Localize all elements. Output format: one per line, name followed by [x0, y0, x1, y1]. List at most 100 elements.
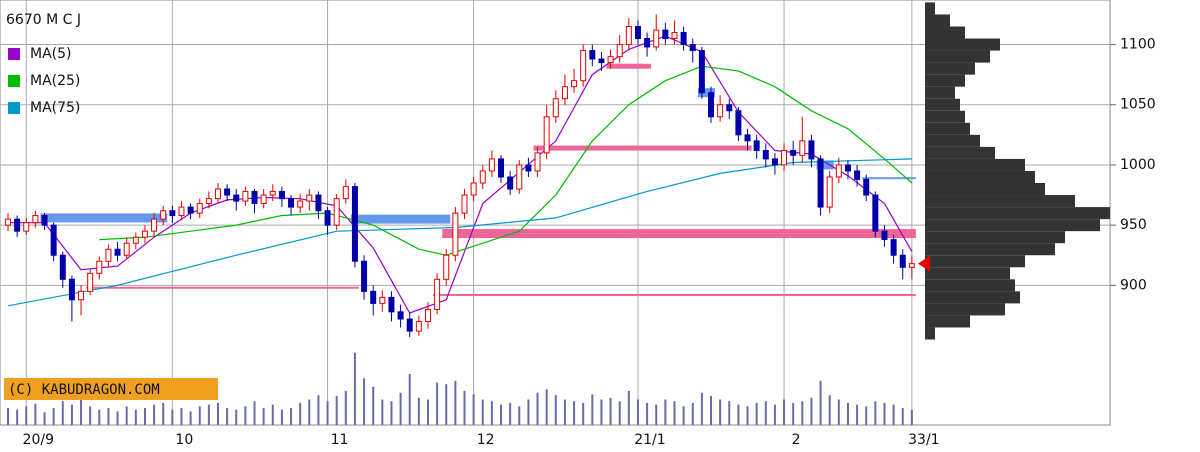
profile-bar	[925, 207, 1110, 220]
price-level	[40, 213, 168, 223]
volume-bar	[810, 397, 813, 425]
volume-bar	[901, 408, 904, 425]
volume-bar	[627, 391, 630, 425]
candle-body	[689, 44, 696, 52]
candle-body	[324, 210, 331, 226]
volume-bar	[107, 408, 110, 425]
candle-body	[351, 186, 358, 262]
candle-body	[306, 194, 313, 202]
profile-bar	[925, 86, 955, 99]
ma-lines	[7, 35, 913, 314]
candle-body	[717, 104, 724, 118]
volume-bar	[573, 401, 576, 425]
profile-bar	[925, 50, 990, 63]
x-tick-label: 12	[477, 432, 495, 448]
candle-body	[698, 50, 705, 94]
volume-bar	[618, 401, 621, 425]
volume-bar	[290, 408, 293, 425]
volume-bar	[773, 404, 776, 425]
volume-bar	[262, 408, 265, 425]
price-level	[606, 63, 652, 69]
volume-bar	[134, 409, 137, 425]
candle-body	[233, 194, 240, 202]
profile-bar	[925, 26, 965, 39]
y-tick-label: 1050	[1120, 97, 1156, 113]
candle-body	[14, 218, 21, 232]
volume-bar	[244, 406, 247, 425]
volume-bar	[372, 386, 375, 425]
candle-body	[580, 50, 587, 82]
candle-body	[844, 164, 851, 172]
candle-body	[534, 152, 541, 172]
volume-bar	[280, 409, 283, 425]
candle-body	[726, 104, 733, 112]
volume-bar	[363, 378, 366, 425]
candle-body	[571, 80, 578, 88]
volume-bar	[116, 411, 119, 425]
profile-bar	[925, 267, 1010, 280]
volume-bar	[856, 404, 859, 425]
volume-bar	[691, 402, 694, 425]
volume-bar	[801, 401, 804, 425]
candle-body	[872, 194, 879, 232]
watermark-box	[4, 378, 218, 400]
volume-bar	[792, 402, 795, 425]
candle-body	[479, 170, 486, 184]
volume-bar	[682, 406, 685, 425]
volume-profile	[925, 2, 1110, 340]
ma-line	[8, 35, 913, 314]
candle-body	[333, 198, 340, 226]
candle-body	[68, 278, 75, 301]
candle-body	[315, 194, 322, 212]
candle-body	[87, 272, 94, 292]
candles	[5, 14, 915, 338]
candle-body	[141, 230, 148, 238]
candle-body	[881, 230, 888, 241]
profile-bar	[925, 98, 960, 111]
candle-body	[461, 194, 468, 214]
volume-bar	[353, 352, 356, 425]
candle-body	[744, 134, 751, 142]
y-tick-label: 1000	[1120, 157, 1156, 173]
candle-body	[552, 98, 559, 118]
x-tick-label: 20/9	[23, 432, 54, 448]
volume-bar	[216, 402, 219, 425]
profile-bar	[925, 122, 970, 135]
candle-body	[452, 212, 459, 256]
candle-body	[680, 32, 687, 46]
candle-body	[644, 38, 651, 48]
last-price-marker	[918, 255, 930, 272]
candle-body	[114, 248, 121, 256]
volume-bar	[883, 402, 886, 425]
volume-bar	[600, 399, 603, 425]
volume-bar	[846, 402, 849, 425]
profile-bar	[925, 14, 950, 27]
x-tick-label: 33/1	[908, 432, 939, 448]
volume-bar	[226, 408, 229, 425]
candle-body	[50, 224, 57, 256]
profile-bar	[925, 146, 995, 159]
volume-bar	[326, 401, 329, 425]
candle-body	[251, 190, 258, 204]
labels: 900 950 1000 1050 1100 20/9 10 11 12 21/1 2 33/1	[23, 37, 1156, 448]
volume-bar	[299, 402, 302, 425]
candle-body	[78, 290, 85, 301]
candle-body	[297, 200, 304, 208]
candle-body	[415, 320, 422, 332]
volume-bar	[892, 404, 895, 425]
candle-body	[5, 218, 11, 226]
volume-bar	[235, 409, 238, 425]
candle-body	[160, 210, 167, 220]
profile-bar	[925, 231, 1065, 244]
volume	[7, 352, 913, 425]
x-tick-label: 10	[175, 432, 193, 448]
y-tick-label: 900	[1120, 277, 1147, 293]
volume-bar	[865, 406, 868, 425]
volume-bar	[52, 408, 55, 425]
price-level	[86, 286, 359, 289]
volume-bar	[25, 406, 28, 425]
y-tick-label: 1100	[1120, 37, 1156, 53]
candle-body	[41, 215, 48, 226]
